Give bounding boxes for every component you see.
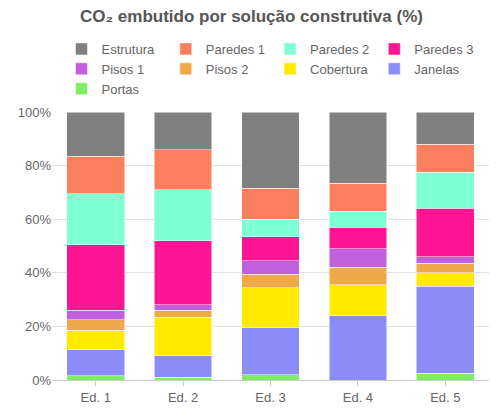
svg-text:Pisos 2: Pisos 2 [206, 62, 249, 77]
svg-text:40%: 40% [25, 265, 51, 280]
svg-text:60%: 60% [25, 212, 51, 227]
svg-text:Ed. 3: Ed. 3 [255, 390, 285, 405]
svg-text:Ed. 4: Ed. 4 [343, 390, 373, 405]
svg-text:Ed. 1: Ed. 1 [81, 390, 111, 405]
svg-text:Janelas: Janelas [414, 62, 459, 77]
svg-text:0%: 0% [32, 373, 51, 388]
svg-text:Estrutura: Estrutura [102, 42, 156, 57]
svg-text:Cobertura: Cobertura [310, 62, 369, 77]
svg-text:Ed. 5: Ed. 5 [430, 390, 460, 405]
svg-text:20%: 20% [25, 319, 51, 334]
svg-text:Portas: Portas [102, 82, 140, 97]
svg-text:100%: 100% [18, 105, 52, 120]
svg-text:CO₂ embutido por solução const: CO₂ embutido por solução construtiva (%) [80, 7, 423, 26]
svg-text:Ed. 2: Ed. 2 [168, 390, 198, 405]
svg-text:Paredes 1: Paredes 1 [206, 42, 265, 57]
svg-text:Paredes 2: Paredes 2 [310, 42, 369, 57]
svg-text:Paredes 3: Paredes 3 [414, 42, 473, 57]
svg-text:Pisos 1: Pisos 1 [102, 62, 145, 77]
svg-text:80%: 80% [25, 158, 51, 173]
